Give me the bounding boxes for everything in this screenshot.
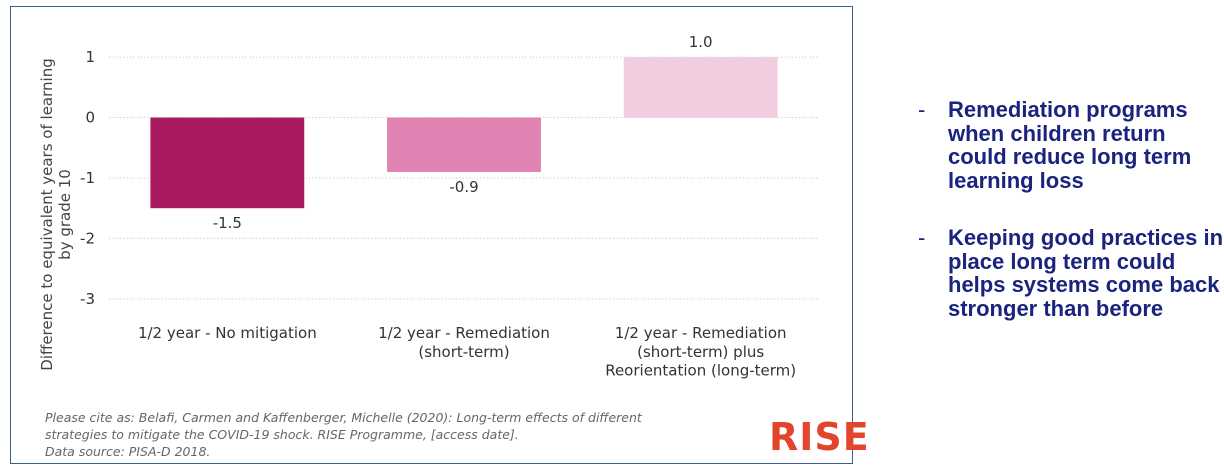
source-note-line: Please cite as: Belafi, Carmen and Kaffe… bbox=[45, 410, 642, 425]
bullet-text: Remediation programs when children retur… bbox=[948, 97, 1192, 193]
bullet-text: Keeping good practices in place long ter… bbox=[948, 225, 1224, 321]
y-tick-label: 0 bbox=[85, 109, 95, 127]
bar-chart: 1 0 -1 -2 -3 Difference to equivalent years o… bbox=[38, 33, 819, 380]
bar bbox=[623, 57, 778, 118]
x-tick-label: 1/2 year - No mitigation bbox=[138, 324, 317, 342]
x-tick-label: 1/2 year - Remediation (short-term) plus R… bbox=[605, 324, 796, 380]
x-tick-label: 1/2 year - Remediation (short-term) bbox=[378, 324, 550, 361]
y-tick-label: -1 bbox=[80, 169, 95, 187]
data-label: -1.5 bbox=[213, 214, 242, 232]
bullet-list: - Remediation programs when children ret… bbox=[902, 98, 1224, 354]
bar bbox=[387, 117, 541, 172]
y-tick-label: -3 bbox=[80, 290, 95, 308]
source-note-line: Data source: PISA-D 2018. bbox=[45, 444, 211, 459]
data-label: -0.9 bbox=[449, 178, 478, 196]
y-tick-label: 1 bbox=[85, 48, 95, 66]
source-note-line: strategies to mitigate the COVID-19 shoc… bbox=[45, 427, 519, 442]
data-label: 1.0 bbox=[689, 33, 713, 51]
bullet-item: - Keeping good practices in place long t… bbox=[902, 226, 1224, 320]
y-axis-label: Difference to equivalent years of learni… bbox=[38, 58, 74, 370]
bullet-dash: - bbox=[918, 97, 926, 122]
source-note: Please cite as: Belafi, Carmen and Kaffe… bbox=[45, 409, 745, 460]
chart-panel: 1 0 -1 -2 -3 Difference to equivalent years o… bbox=[10, 6, 869, 464]
bullet-item: - Remediation programs when children ret… bbox=[902, 98, 1224, 192]
y-tick-label: -2 bbox=[80, 229, 95, 247]
rise-logo: RISE bbox=[769, 415, 870, 459]
bullet-dash: - bbox=[918, 225, 926, 250]
bar bbox=[150, 117, 305, 209]
